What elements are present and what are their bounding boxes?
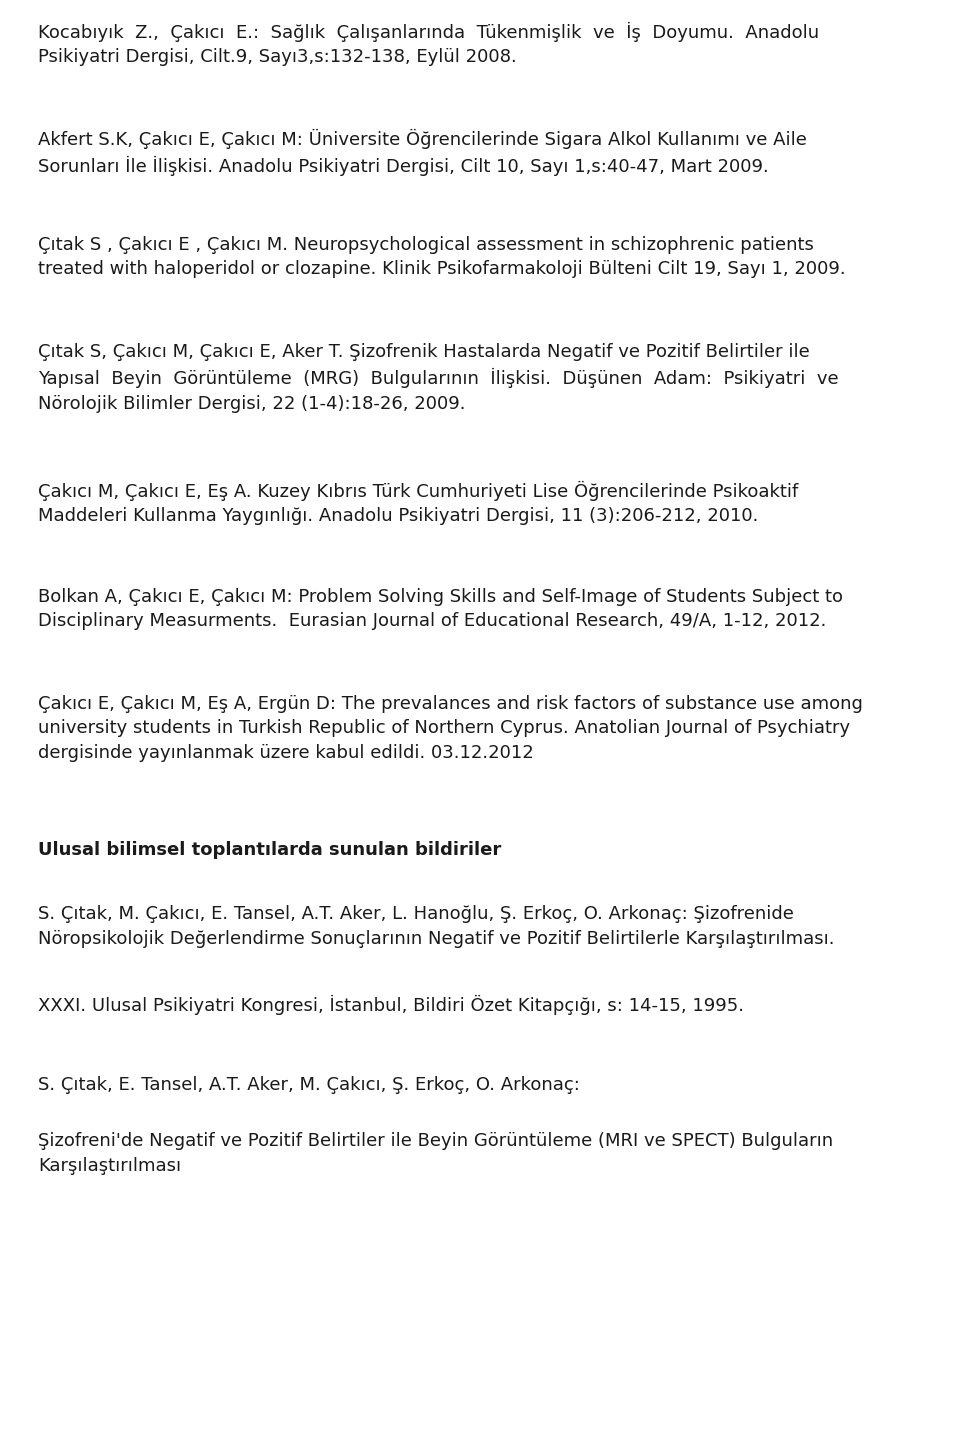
Text: Şizofreni'de Negatif ve Pozitif Belirtiler ile Beyin Görüntüleme (MRI ve SPECT) : Şizofreni'de Negatif ve Pozitif Belirtil… — [38, 1132, 833, 1174]
Text: Kocabıyık  Z.,  Çakıcı  E.:  Sağlık  Çalışanlarında  Tükenmişlik  ve  İş  Doyumu: Kocabıyık Z., Çakıcı E.: Sağlık Çalışanl… — [38, 22, 819, 66]
Text: Çakıcı M, Çakıcı E, Eş A. Kuzey Kıbrıs Türk Cumhuriyeti Lise Öğrencilerinde Psik: Çakıcı M, Çakıcı E, Eş A. Kuzey Kıbrıs T… — [38, 481, 799, 526]
Text: Çakıcı E, Çakıcı M, Eş A, Ergün D: The prevalances and risk factors of substance: Çakıcı E, Çakıcı M, Eş A, Ergün D: The p… — [38, 695, 863, 762]
Text: XXXI. Ulusal Psikiyatri Kongresi, İstanbul, Bildiri Özet Kitapçığı, s: 14-15, 19: XXXI. Ulusal Psikiyatri Kongresi, İstanb… — [38, 995, 744, 1015]
Text: S. Çıtak, M. Çakıcı, E. Tansel, A.T. Aker, L. Hanoğlu, Ş. Erkoç, O. Arkonaç: Şiz: S. Çıtak, M. Çakıcı, E. Tansel, A.T. Ake… — [38, 905, 834, 947]
Text: S. Çıtak, E. Tansel, A.T. Aker, M. Çakıcı, Ş. Erkoç, O. Arkonaç:: S. Çıtak, E. Tansel, A.T. Aker, M. Çakıc… — [38, 1076, 580, 1095]
Text: Çıtak S , Çakıcı E , Çakıcı M. Neuropsychological assessment in schizophrenic pa: Çıtak S , Çakıcı E , Çakıcı M. Neuropsyc… — [38, 235, 846, 279]
Text: Bolkan A, Çakıcı E, Çakıcı M: Problem Solving Skills and Self-Image of Students : Bolkan A, Çakıcı E, Çakıcı M: Problem So… — [38, 588, 843, 631]
Text: Ulusal bilimsel toplantılarda sunulan bildiriler: Ulusal bilimsel toplantılarda sunulan bi… — [38, 842, 501, 859]
Text: Akfert S.K, Çakıcı E, Çakıcı M: Üniversite Öğrencilerinde Sigara Alkol Kullanımı: Akfert S.K, Çakıcı E, Çakıcı M: Üniversi… — [38, 129, 806, 176]
Text: Çıtak S, Çakıcı M, Çakıcı E, Aker T. Şizofrenik Hastalarda Negatif ve Pozitif Be: Çıtak S, Çakıcı M, Çakıcı E, Aker T. Şiz… — [38, 344, 839, 413]
